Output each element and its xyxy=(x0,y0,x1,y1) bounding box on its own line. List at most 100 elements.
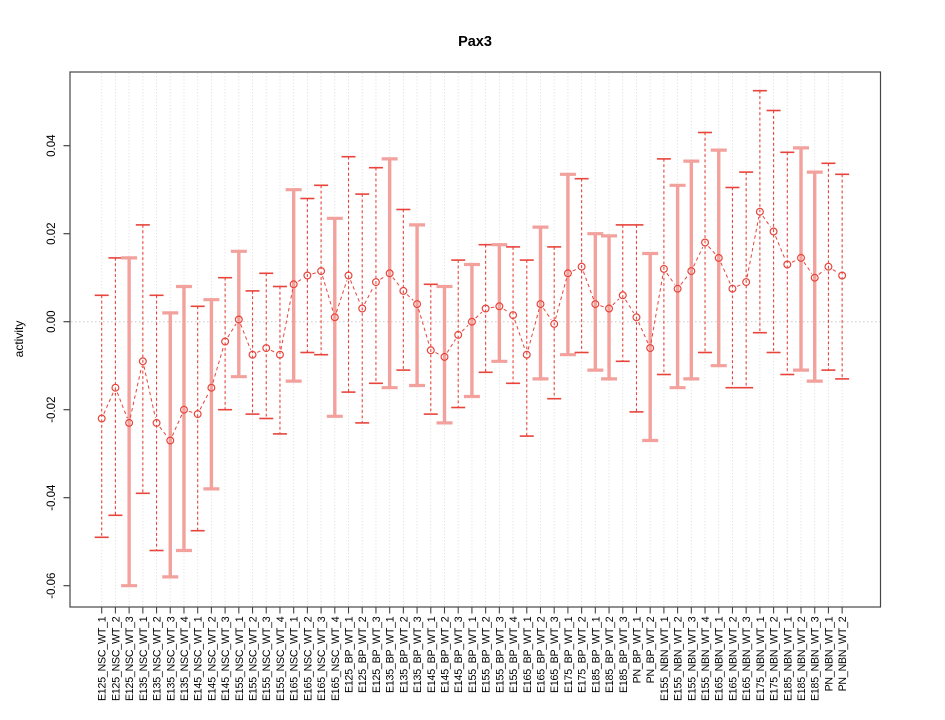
series-segment xyxy=(527,308,540,350)
data-point xyxy=(262,344,271,353)
y-axis-title: activity xyxy=(12,321,26,358)
series-segment xyxy=(612,298,620,306)
x-tick-label: E165_BP_WT_1 xyxy=(522,616,534,693)
data-point xyxy=(138,357,147,366)
series-segment xyxy=(708,246,716,255)
x-tick-label: E135_NSC_WT_2 xyxy=(152,616,164,701)
series-segment xyxy=(199,392,210,410)
series-segment xyxy=(680,274,689,285)
series-segment xyxy=(392,277,401,288)
x-tick-label: E165_NSC_WT_2 xyxy=(302,616,314,701)
data-point xyxy=(234,315,243,324)
plot-border xyxy=(69,71,882,608)
data-point xyxy=(207,383,216,392)
series-segment xyxy=(625,299,635,314)
x-tick-label: E145_NSC_WT_2 xyxy=(206,616,218,701)
data-point xyxy=(536,300,545,309)
data-point xyxy=(522,350,531,359)
data-point xyxy=(221,337,230,346)
data-point xyxy=(399,286,408,295)
data-point xyxy=(193,410,202,419)
series-segment xyxy=(406,294,414,301)
data-point xyxy=(605,304,614,313)
x-tick-label: E175_NBN_WT_1 xyxy=(755,616,767,701)
series-segment xyxy=(280,289,294,350)
x-tick-label: E185_BP_WT_1 xyxy=(590,616,602,693)
x-tick-label: E135_BP_WT_2 xyxy=(398,616,410,693)
data-point xyxy=(248,350,257,359)
x-tick-label: E155_NBN_WT_1 xyxy=(659,616,671,701)
series-segment xyxy=(171,414,183,436)
x-tick-label: E155_NSC_WT_3 xyxy=(261,616,273,701)
data-point xyxy=(111,383,120,392)
series-segment xyxy=(572,268,578,272)
data-point xyxy=(563,269,572,278)
series-segment xyxy=(322,275,334,313)
x-tick-label: E165_NBN_WT_3 xyxy=(741,616,753,701)
x-tick-label: E155_NSC_WT_2 xyxy=(248,616,260,701)
series-segment xyxy=(762,215,772,228)
series-segment xyxy=(159,426,168,437)
data-point xyxy=(481,304,490,313)
data-point xyxy=(673,284,682,293)
series-segment xyxy=(650,273,664,344)
x-tick-label: E125_NSC_WT_1 xyxy=(97,616,109,701)
x-tick-label: E155_NBN_WT_2 xyxy=(673,616,685,701)
series-segment xyxy=(775,236,786,260)
y-tick-label: 0.00 xyxy=(46,311,58,333)
axes-layer xyxy=(63,71,882,614)
series-segment xyxy=(418,308,430,346)
series-segment xyxy=(666,272,676,285)
series-segment xyxy=(490,306,495,309)
series-segment xyxy=(475,311,483,319)
data-point xyxy=(371,278,380,287)
x-tick-label: E135_NSC_WT_4 xyxy=(179,616,191,701)
x-tick-label: E185_BP_WT_2 xyxy=(604,616,616,693)
series-segment xyxy=(257,349,262,353)
data-point xyxy=(166,436,175,445)
series-segment xyxy=(116,392,128,419)
x-tick-label: E165_BP_WT_3 xyxy=(549,616,561,693)
x-tick-label: E155_NBN_WT_3 xyxy=(686,616,698,701)
data-point xyxy=(385,269,394,278)
data-point xyxy=(838,271,847,280)
series-segment xyxy=(555,278,568,320)
data-point xyxy=(618,291,627,300)
x-tick-label: E135_NSC_WT_1 xyxy=(138,616,150,701)
series-segment xyxy=(803,261,813,274)
x-tick-label: E135_BP_WT_3 xyxy=(412,616,424,693)
data-point xyxy=(714,253,723,262)
series-segment xyxy=(832,269,839,274)
data-point xyxy=(152,418,161,427)
data-point xyxy=(495,302,504,311)
data-point xyxy=(550,319,559,328)
data-point xyxy=(426,346,435,355)
data-point xyxy=(577,262,586,271)
series-segment xyxy=(188,410,193,413)
data-point xyxy=(687,267,696,276)
series-segment xyxy=(270,349,276,353)
x-tick-label: E145_NSC_WT_3 xyxy=(220,616,232,701)
series-segment xyxy=(791,259,797,263)
x-tick-label: E155_NSC_WT_1 xyxy=(234,616,246,701)
x-tick-label: E155_NBN_WT_4 xyxy=(700,616,712,701)
data-point xyxy=(728,284,737,293)
data-point xyxy=(97,414,106,423)
data-point xyxy=(783,260,792,269)
data-point xyxy=(824,262,833,271)
series-segment xyxy=(446,339,456,353)
data-point xyxy=(509,311,518,320)
x-tick-labels: E125_NSC_WT_1 E125_NSC_WT_2 E125_NSC_WT_3 E… xyxy=(97,616,849,701)
data-point xyxy=(769,227,778,236)
data-point xyxy=(275,350,284,359)
series-segment xyxy=(435,352,441,356)
x-tick-label: E175_NBN_WT_2 xyxy=(769,616,781,701)
y-tick-label: 0.02 xyxy=(46,223,58,245)
series-segment xyxy=(143,366,156,418)
data-point xyxy=(344,271,353,280)
x-tick-label: E145_BP_WT_1 xyxy=(426,616,438,693)
x-tick-label: E125_BP_WT_1 xyxy=(344,616,356,693)
x-tick-label: E155_BP_WT_2 xyxy=(481,616,493,693)
x-tick-label: E165_NSC_WT_3 xyxy=(316,616,328,701)
